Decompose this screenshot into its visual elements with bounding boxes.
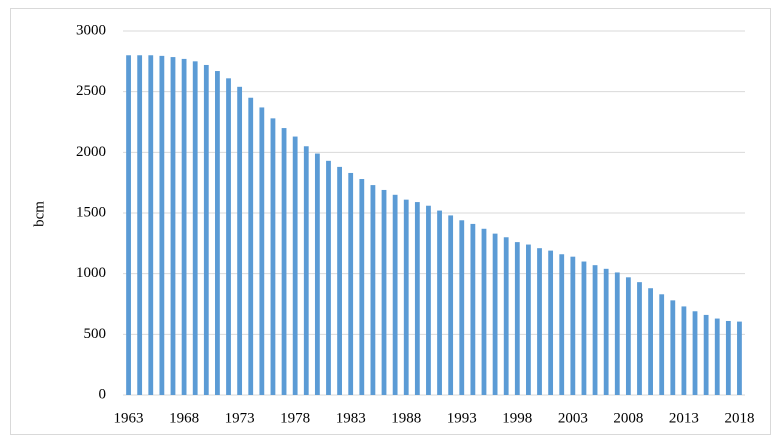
x-tick-label: 1998: [502, 410, 532, 426]
bar: [414, 202, 420, 395]
y-tick-label: 2500: [76, 83, 106, 99]
bar: [237, 86, 243, 396]
x-tick-label: 1968: [169, 410, 199, 426]
bar: [292, 136, 298, 395]
bar: [470, 223, 476, 395]
bar: [659, 294, 665, 395]
bar: [581, 261, 587, 395]
bar: [603, 268, 609, 395]
bar: [359, 179, 365, 395]
bar: [503, 237, 509, 395]
bar: [459, 220, 465, 395]
bar: [670, 300, 676, 395]
chart-frame: [10, 8, 771, 435]
x-tick-label: 1963: [114, 410, 144, 426]
bar: [492, 233, 498, 395]
bar: [448, 215, 454, 395]
bar: [703, 314, 709, 395]
bar: [381, 189, 387, 395]
x-tick-label: 2013: [669, 410, 699, 426]
bar: [559, 254, 565, 395]
bar: [426, 205, 431, 395]
bar: [137, 55, 143, 396]
bar: [314, 153, 320, 395]
bar: [248, 97, 254, 395]
bar: [348, 172, 354, 395]
x-tick-label: 1988: [391, 410, 421, 426]
bar: [614, 272, 620, 395]
y-tick-label: 3000: [76, 22, 106, 38]
x-tick-label: 1978: [280, 410, 310, 426]
bar: [259, 107, 265, 395]
bar: [481, 228, 487, 395]
bar: [326, 160, 331, 395]
bar: [714, 318, 720, 395]
y-tick-label: 1500: [76, 204, 106, 220]
bar: [570, 256, 576, 395]
bar: [692, 311, 698, 395]
y-tick-label: 0: [99, 386, 107, 402]
bar: [737, 321, 742, 395]
y-axis-label: bcm: [31, 201, 47, 227]
bar: [625, 277, 631, 395]
y-tick-label: 500: [84, 326, 107, 342]
bar: [226, 78, 231, 395]
bar: [281, 128, 287, 396]
bar: [215, 71, 220, 395]
bar: [148, 55, 154, 396]
bar: [526, 244, 531, 395]
bar: [303, 146, 309, 395]
y-tick-label: 2000: [76, 144, 106, 160]
bar: [681, 306, 687, 395]
bar: [170, 57, 176, 395]
bar: [181, 58, 187, 395]
x-tick-label: 1973: [225, 410, 255, 426]
bar: [126, 55, 131, 396]
bar: [537, 248, 542, 395]
bar: [648, 288, 653, 395]
bar: [437, 210, 442, 395]
bar: [592, 265, 598, 395]
bar: [270, 118, 276, 396]
bar: [637, 282, 642, 395]
bar: [337, 166, 342, 395]
bar: [203, 64, 209, 396]
bar: [514, 242, 520, 395]
bar: [403, 199, 409, 395]
bar: [392, 194, 398, 395]
bar: [192, 61, 198, 395]
x-tick-label: 1993: [447, 410, 477, 426]
x-tick-label: 1983: [336, 410, 366, 426]
x-tick-label: 2008: [613, 410, 643, 426]
bar: [370, 185, 376, 395]
x-tick-label: 2018: [724, 410, 754, 426]
bar: [159, 55, 165, 396]
bar: [548, 250, 554, 395]
bar: [725, 320, 731, 395]
x-tick-label: 2003: [558, 410, 588, 426]
y-tick-label: 1000: [76, 265, 106, 281]
